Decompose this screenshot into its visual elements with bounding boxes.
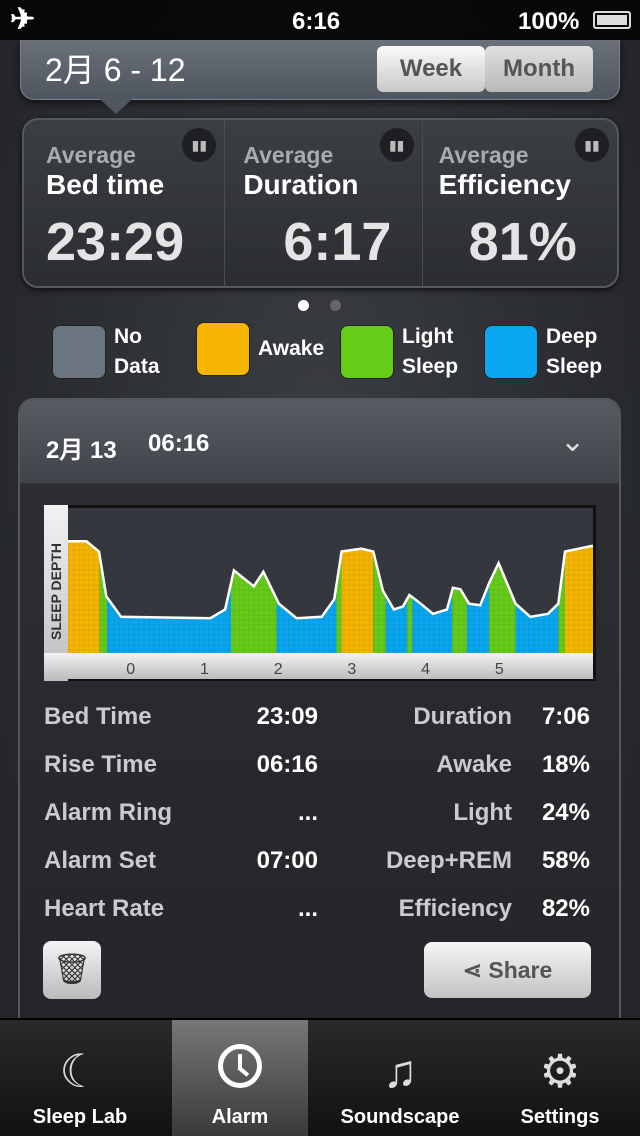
x-tick-label: 0 [126, 661, 135, 678]
avg-efficiency-card[interactable]: ▮▮ Average Efficiency 81% [423, 120, 617, 286]
card-label: Average [46, 142, 136, 168]
music-note-icon: ♫ [382, 1045, 418, 1097]
tab-bar: ☾ Sleep Lab Alarm ♫ Soundscape ⚙ Settings [0, 1018, 640, 1136]
page-dot[interactable] [330, 300, 341, 311]
tab-alarm[interactable]: Alarm [172, 1020, 308, 1136]
popover-tail [100, 99, 132, 114]
card-title: Bed time [46, 169, 165, 200]
period-range: 2月 6 - 12 [45, 52, 186, 88]
share-label: Share [488, 957, 553, 983]
stat-value: ... [297, 799, 318, 826]
stat-value: 7:06 [541, 703, 590, 730]
stat-label: Alarm Ring [44, 799, 173, 826]
stat-value: 07:00 [256, 847, 318, 874]
legend-label: Data [114, 355, 160, 378]
bar-chart-icon[interactable]: ▮▮ [182, 128, 217, 162]
no-data-swatch [52, 325, 106, 379]
card-label: Average [243, 142, 334, 168]
share-icon: ⋖ [462, 957, 489, 983]
x-tick-label: 4 [421, 661, 430, 678]
card-value: 81% [468, 212, 577, 272]
stat-label: Alarm Set [44, 847, 157, 874]
x-tick-label: 1 [200, 661, 209, 678]
stat-label: Bed Time [44, 703, 152, 730]
stat-label: Duration [413, 703, 512, 730]
stat-value: 24% [541, 799, 590, 826]
record-time: 06:16 [148, 430, 210, 457]
tab-settings[interactable]: ⚙ Settings [480, 1020, 640, 1136]
avg-bedtime-card[interactable]: ▮▮ Average Bed time 23:29 [24, 120, 226, 286]
legend-light: Light Sleep [340, 322, 458, 382]
card-value: 6:17 [283, 212, 392, 272]
record-date: 2月 13 [46, 437, 117, 464]
stat-label: Light [453, 799, 512, 826]
card-label: Average [438, 142, 529, 168]
stat-label: Deep+REM [385, 847, 512, 874]
stat-value: 06:16 [256, 751, 318, 778]
sleep-depth-line [68, 540, 594, 620]
x-tick-label: 2 [274, 661, 283, 678]
legend-label: Sleep [546, 355, 603, 378]
moon-icon: ☾ [59, 1045, 101, 1097]
legend-label: No [114, 325, 142, 348]
y-axis-band [44, 505, 68, 681]
stat-value: 23:09 [256, 703, 318, 730]
battery-level: 100% [518, 8, 580, 35]
card-title: Duration [243, 169, 359, 200]
chevron-down-icon[interactable]: ⌄ [560, 425, 586, 458]
legend-deep: Deep Sleep [484, 322, 602, 382]
trash-button[interactable]: 🗑 [43, 941, 101, 999]
light-swatch [340, 325, 394, 379]
stat-label: Efficiency [398, 895, 512, 922]
x-tick-label: 3 [347, 661, 356, 678]
avg-duration-card[interactable]: ▮▮ Average Duration 6:17 [225, 120, 423, 286]
legend-awake: Awake [196, 322, 324, 376]
tab-label: Alarm [211, 1106, 269, 1128]
sleep-record-card: 2月 13 06:16 ⌄ [18, 398, 621, 1038]
stat-value: 58% [541, 847, 590, 874]
sleep-chart: SLEEP DEPTH 0 1 2 3 4 5 [44, 505, 596, 681]
card-title: Efficiency [438, 169, 571, 200]
period-panel: 2月 6 - 12 Week Month [20, 40, 620, 100]
summary-cards[interactable]: ▮▮ Average Bed time 23:29 ▮▮ Average Duration… [22, 118, 619, 288]
stat-value: ... [297, 895, 318, 922]
card-value: 23:29 [46, 212, 185, 272]
week-button[interactable]: Week [377, 46, 485, 92]
bar-chart-icon[interactable]: ▮▮ [574, 128, 609, 162]
record-header[interactable]: 2月 13 06:16 ⌄ [20, 400, 619, 484]
trash-icon: 🗑 [52, 953, 92, 986]
tab-label: Settings [520, 1106, 600, 1128]
stat-label: Rise Time [44, 751, 157, 778]
tab-label: Soundscape [340, 1106, 460, 1128]
tab-soundscape[interactable]: ♫ Soundscape [320, 1020, 480, 1136]
stat-value: 18% [541, 751, 590, 778]
deep-swatch [484, 325, 538, 379]
battery-icon [593, 11, 631, 29]
page-dot-active[interactable] [298, 300, 309, 311]
y-axis-label: SLEEP DEPTH [48, 543, 64, 640]
gear-icon: ⚙ [539, 1045, 581, 1097]
stat-label: Heart Rate [44, 895, 165, 922]
tab-label: Sleep Lab [32, 1106, 128, 1128]
legend-label: Light [402, 325, 454, 348]
clock-icon [172, 1044, 308, 1100]
tab-sleep-lab[interactable]: ☾ Sleep Lab [0, 1020, 160, 1136]
legend-label: Deep [546, 325, 598, 348]
bar-chart-icon[interactable]: ▮▮ [379, 128, 414, 162]
awake-swatch [196, 322, 250, 376]
airplane-icon: ✈ [10, 3, 36, 36]
status-time: 6:16 [292, 8, 341, 35]
legend-no-data: No Data [52, 322, 160, 382]
x-tick-label: 5 [495, 661, 504, 678]
legend-label: Awake [258, 337, 325, 360]
legend-label: Sleep [402, 355, 459, 378]
stat-value: 82% [541, 895, 590, 922]
share-button[interactable]: ⋖ Share [424, 942, 591, 998]
status-bar: ✈ 6:16 100% [0, 0, 640, 40]
x-axis-band [44, 653, 593, 679]
stat-label: Awake [436, 751, 512, 778]
month-button[interactable]: Month [485, 46, 593, 92]
